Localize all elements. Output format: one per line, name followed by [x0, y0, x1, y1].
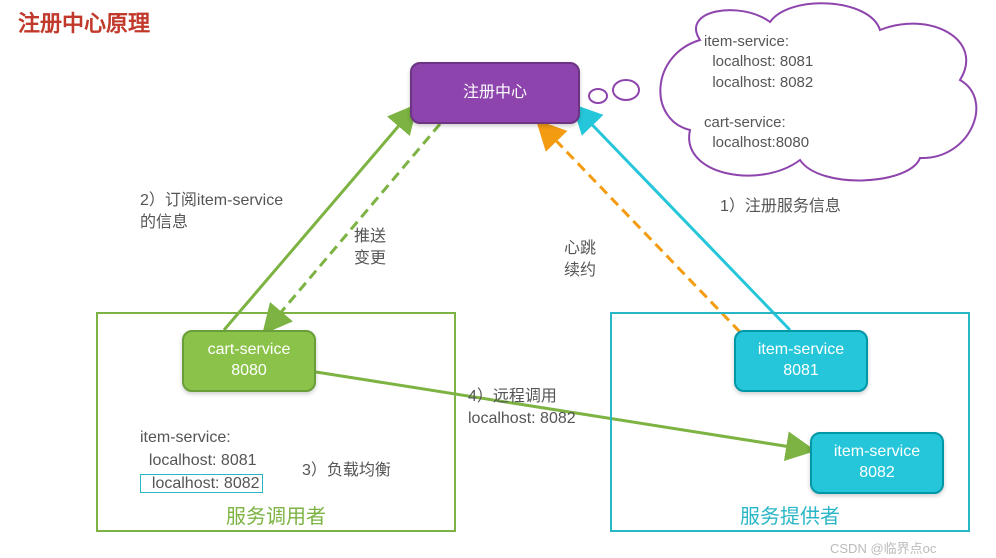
- node-registry: 注册中心: [410, 62, 580, 124]
- label-push: 推送 变更: [354, 226, 386, 271]
- consumer-caption: 服务调用者: [96, 500, 456, 529]
- item2-port: 8082: [859, 463, 895, 484]
- item1-name: item-service: [758, 340, 844, 361]
- label-heartbeat: 心跳 续约: [564, 238, 596, 283]
- cloud-text: item-service: localhost: 8081 localhost:…: [704, 32, 813, 154]
- item2-name: item-service: [834, 442, 920, 463]
- node-registry-label: 注册中心: [463, 83, 527, 104]
- page-title: 注册中心原理: [18, 6, 150, 38]
- label-subscribe: 2）订阅item-service 的信息: [140, 190, 283, 235]
- node-cart-service: cart-service 8080: [182, 330, 316, 392]
- node-item-service-1: item-service 8081: [734, 330, 868, 392]
- edge-heartbeat: [540, 124, 740, 332]
- watermark: CSDN @临界点oc: [830, 538, 936, 557]
- local-list-title: item-service:: [140, 426, 263, 449]
- item1-port: 8081: [783, 361, 819, 382]
- edge-push: [266, 124, 440, 330]
- label-remote-call: 4）远程调用 localhost: 8082: [468, 386, 576, 431]
- provider-caption: 服务提供者: [610, 500, 970, 529]
- cart-service-name: cart-service: [208, 340, 291, 361]
- local-service-list: item-service: localhost: 8081 localhost:…: [140, 426, 263, 496]
- local-list-row2-selected: localhost: 8082: [140, 474, 263, 493]
- label-loadbalance: 3）负载均衡: [302, 460, 391, 482]
- node-item-service-2: item-service 8082: [810, 432, 944, 494]
- label-register: 1）注册服务信息: [720, 196, 841, 218]
- cart-service-port: 8080: [231, 361, 267, 382]
- local-list-row1: localhost: 8081: [140, 449, 263, 472]
